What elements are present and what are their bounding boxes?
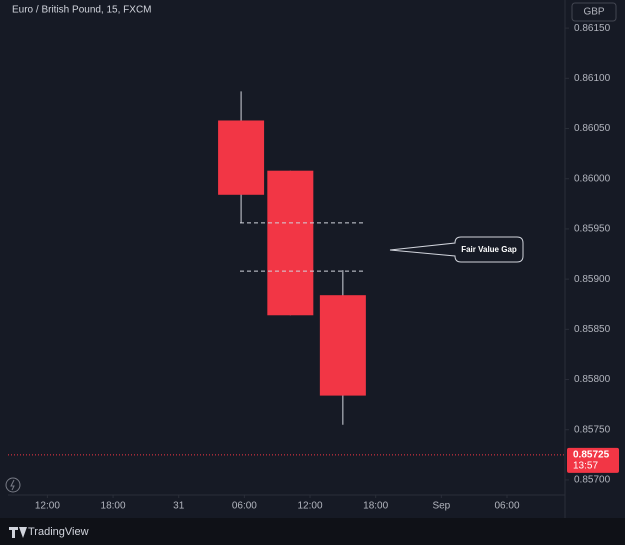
x-tick-label: 18:00 [101,501,126,512]
y-tick-label: 0.86000 [574,173,611,184]
y-tick-label: 0.85900 [574,274,611,285]
brand-name: TradingView [28,526,89,538]
currency-button[interactable] [571,2,617,22]
y-tick-label: 0.85950 [574,224,611,235]
candle-body [267,170,314,316]
last-price-box [567,447,619,473]
y-tick-label: 0.86050 [574,123,611,134]
chart-title: Euro / British Pound, 15, FXCM [12,5,152,16]
countdown-label: 13:57 [573,460,598,471]
x-tick-label: 18:00 [363,501,388,512]
currency-label[interactable]: GBP [583,7,604,18]
y-tick-label: 0.85750 [574,424,611,435]
x-tick-label: 06:00 [232,501,257,512]
last-price-label: 0.85725 [573,449,610,460]
y-tick-label: 0.85700 [574,475,611,486]
x-tick-label: 06:00 [494,501,519,512]
footer [0,518,625,545]
y-tick-label: 0.86150 [574,23,611,34]
x-tick-label: 31 [173,501,185,512]
candle-body [218,120,265,195]
x-tick-label: Sep [432,501,450,512]
replay-icon[interactable] [5,477,21,493]
y-tick-label: 0.86100 [574,73,611,84]
annotation-text: Fair Value Gap [461,245,517,254]
x-tick-label: 12:00 [35,501,60,512]
brand-logo [9,527,27,538]
x-tick-label: 12:00 [298,501,323,512]
replay-icon-bolt [10,479,15,491]
y-tick-label: 0.85800 [574,374,611,385]
candle-body [319,295,366,396]
annotation-callout [389,236,524,263]
y-tick-label: 0.85850 [574,324,611,335]
